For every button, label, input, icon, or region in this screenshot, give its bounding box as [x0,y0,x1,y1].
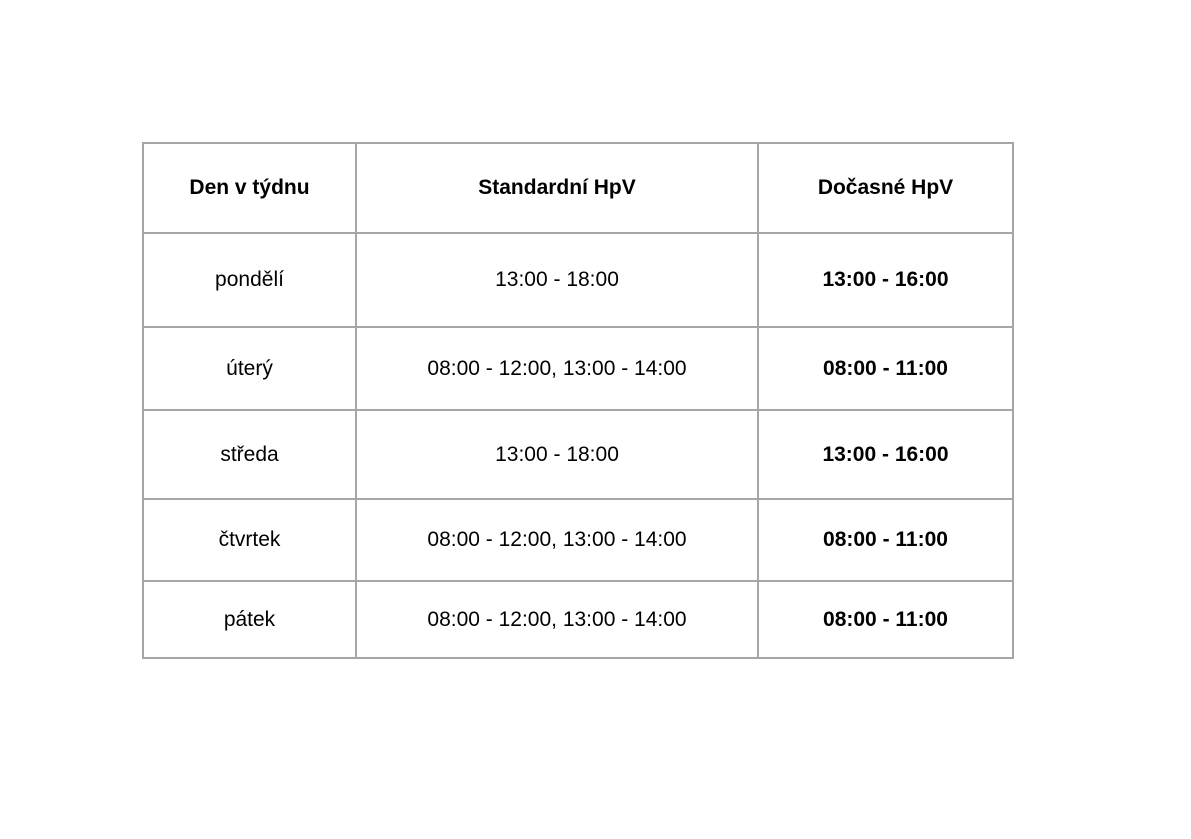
standard-hours-cell: 08:00 - 12:00, 13:00 - 14:00 [355,580,759,659]
standard-hours-cell: 08:00 - 12:00, 13:00 - 14:00 [355,326,759,411]
day-cell: úterý [142,326,357,411]
table-row-tuesday: úterý 08:00 - 12:00, 13:00 - 14:00 08:00… [142,326,1014,411]
temporary-hours-cell: 08:00 - 11:00 [757,498,1014,582]
temporary-hours-cell: 08:00 - 11:00 [757,326,1014,411]
schedule-table: Den v týdnu Standardní HpV Dočasné HpV p… [142,142,1014,659]
table-header-row: Den v týdnu Standardní HpV Dočasné HpV [142,142,1014,234]
standard-hours-cell: 08:00 - 12:00, 13:00 - 14:00 [355,498,759,582]
standard-hours-cell: 13:00 - 18:00 [355,409,759,500]
temporary-hours-cell: 13:00 - 16:00 [757,232,1014,328]
day-cell: středa [142,409,357,500]
table-row-thursday: čtvrtek 08:00 - 12:00, 13:00 - 14:00 08:… [142,498,1014,582]
header-standard-hpv: Standardní HpV [355,142,759,234]
table-row-wednesday: středa 13:00 - 18:00 13:00 - 16:00 [142,409,1014,500]
standard-hours-cell: 13:00 - 18:00 [355,232,759,328]
day-cell: pondělí [142,232,357,328]
header-temporary-hpv: Dočasné HpV [757,142,1014,234]
day-cell: čtvrtek [142,498,357,582]
temporary-hours-cell: 08:00 - 11:00 [757,580,1014,659]
header-day-of-week: Den v týdnu [142,142,357,234]
temporary-hours-cell: 13:00 - 16:00 [757,409,1014,500]
table-row-friday: pátek 08:00 - 12:00, 13:00 - 14:00 08:00… [142,580,1014,659]
table-row-monday: pondělí 13:00 - 18:00 13:00 - 16:00 [142,232,1014,328]
day-cell: pátek [142,580,357,659]
